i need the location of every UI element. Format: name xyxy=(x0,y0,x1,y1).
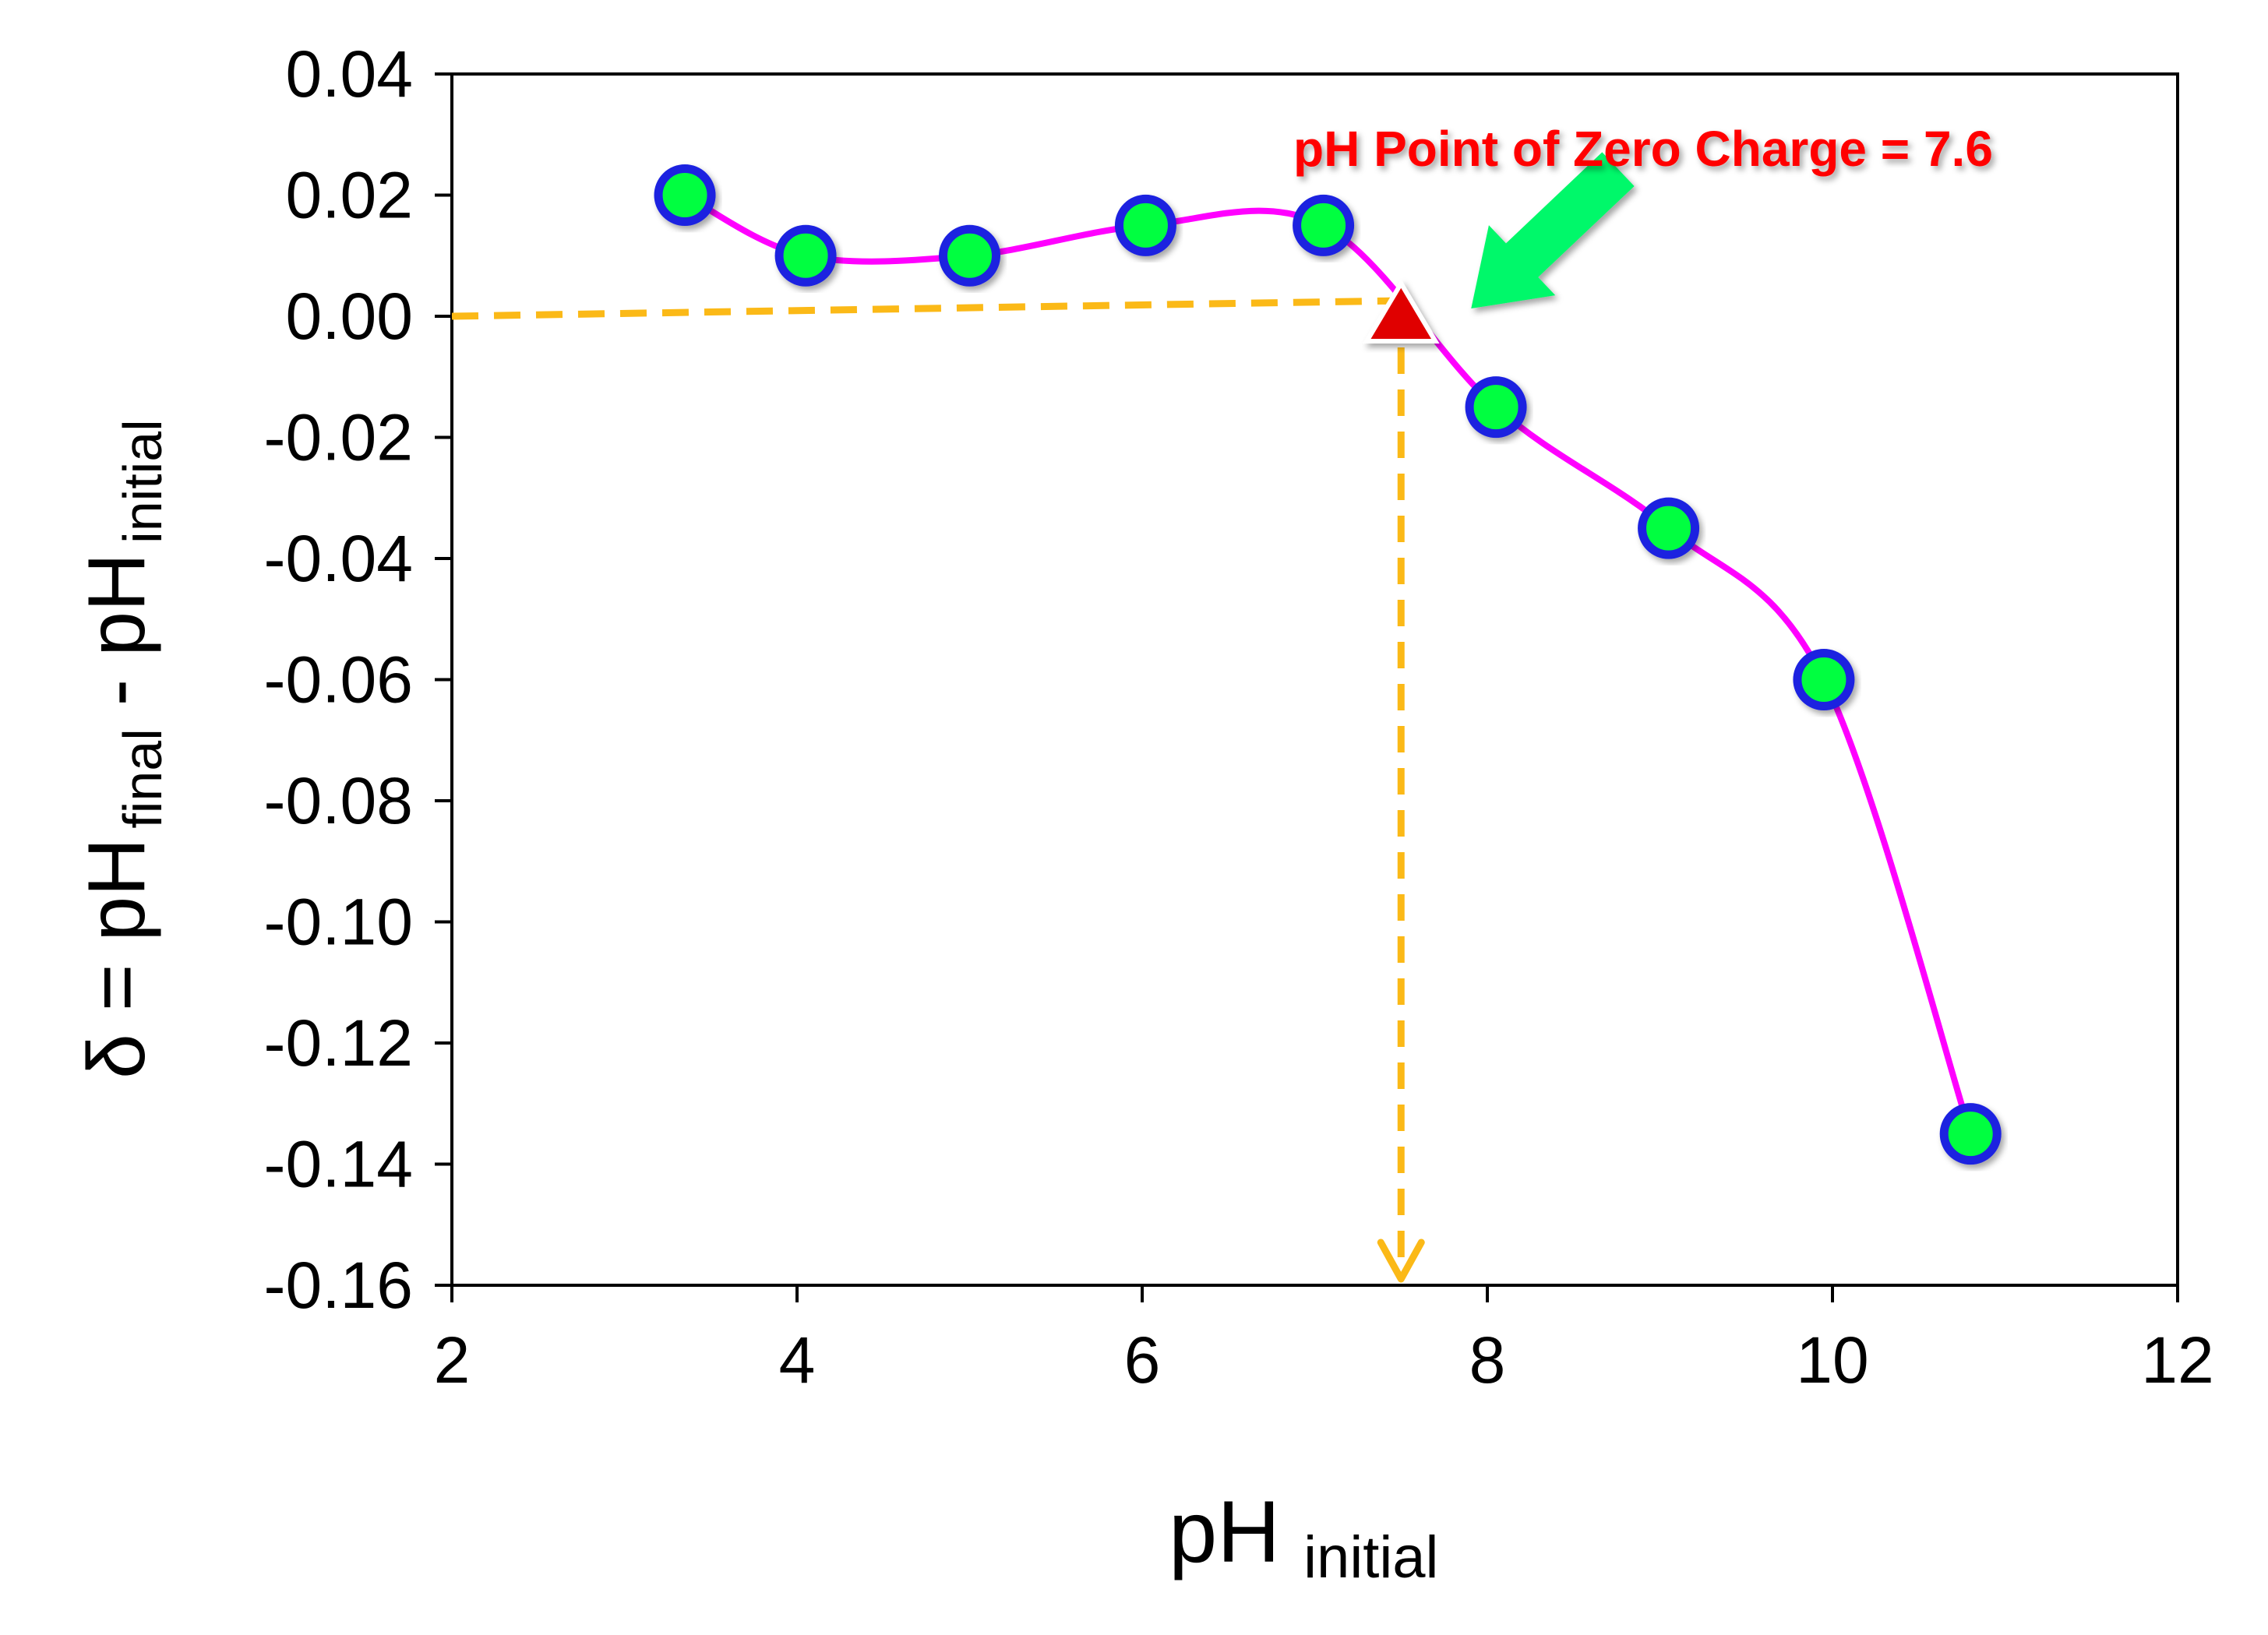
y-axis-title-mid: - pH xyxy=(72,553,162,728)
x-axis-title: pH initial xyxy=(1169,1483,1438,1591)
pzc-pointer-arrow xyxy=(1471,152,1635,308)
x-tick-label: 4 xyxy=(779,1323,816,1397)
y-tick-label: -0.04 xyxy=(264,522,413,595)
data-point xyxy=(774,224,837,287)
data-point xyxy=(654,164,716,226)
x-tick-label: 10 xyxy=(1796,1323,1868,1397)
pzc-guides xyxy=(451,297,1425,1283)
plot-frame xyxy=(450,72,2179,1287)
data-point xyxy=(1638,497,1700,559)
data-point xyxy=(1293,194,1355,256)
pzc-triangle-marker xyxy=(1362,279,1440,344)
x-tick-label: 12 xyxy=(2141,1323,2213,1397)
pzc-annotation: pH Point of Zero Charge = 7.6 xyxy=(1293,121,1993,177)
data-point xyxy=(1465,376,1527,439)
y-axis: 0.04 0.02 0.00 -0.02 -0.04 -0.06 -0.08 -0.10 -0.… xyxy=(264,37,452,1322)
x-tick-label: 6 xyxy=(1124,1323,1161,1397)
y-tick-label: -0.02 xyxy=(264,401,413,474)
data-point xyxy=(939,224,1000,287)
y-tick-label: -0.14 xyxy=(264,1128,413,1201)
guide-arrowhead xyxy=(1377,1239,1425,1283)
data-point xyxy=(1114,194,1176,256)
y-tick-label: 0.00 xyxy=(286,280,414,353)
y-tick-label: -0.12 xyxy=(264,1006,413,1080)
data-point xyxy=(1793,649,1855,710)
x-axis-title-sub: initial xyxy=(1303,1524,1438,1591)
series-line xyxy=(683,192,1974,1135)
y-tick-label: -0.16 xyxy=(264,1249,413,1322)
y-axis-title: δ = pH final - pH initial xyxy=(72,419,173,1079)
x-tick-label: 2 xyxy=(434,1323,471,1397)
x-axis-title-main: pH xyxy=(1169,1483,1280,1580)
data-points xyxy=(654,164,2002,1165)
y-tick-label: -0.06 xyxy=(264,643,413,717)
y-axis-title-sub-initial: initial xyxy=(112,419,173,544)
y-tick-label: 0.04 xyxy=(286,37,414,111)
x-tick-label: 8 xyxy=(1469,1323,1506,1397)
y-axis-title-prefix: δ = pH xyxy=(72,838,162,1079)
y-tick-label: -0.10 xyxy=(264,886,413,959)
horizontal-guide-line xyxy=(451,297,1402,320)
x-axis: 2 4 6 8 10 12 xyxy=(434,1285,2214,1397)
y-tick-label: 0.02 xyxy=(286,159,414,232)
data-point xyxy=(1939,1103,2002,1165)
y-axis-title-sub-final: final xyxy=(112,728,173,828)
y-tick-label: -0.08 xyxy=(264,764,413,837)
